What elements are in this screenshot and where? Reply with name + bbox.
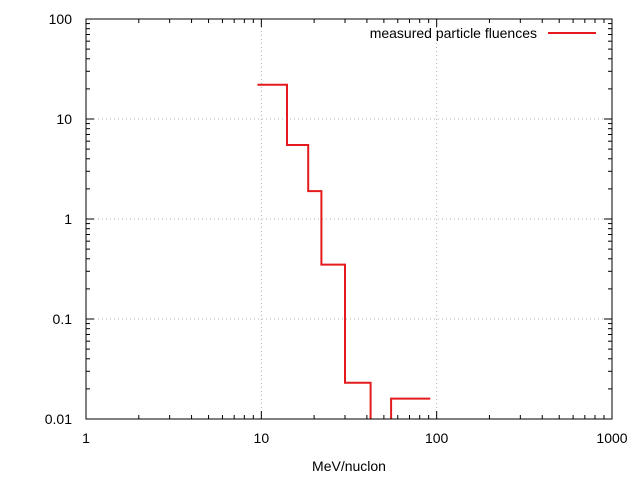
tick-labels: 1 10 100 1000 0.01 0.1 1 10 100 [45,11,628,446]
x-tick-label: 10 [254,430,270,446]
plot-frame [85,18,613,420]
y-tick-label: 10 [56,111,72,127]
y-tick-label: 100 [49,11,73,27]
x-tick-label: 1 [82,430,90,446]
series-step-line [390,397,431,419]
y-tick-label: 0.1 [53,311,73,327]
x-axis-label: MeV/nuclon [312,458,386,474]
y-tick-label: 1 [64,211,72,227]
series-layer [257,83,431,419]
legend-label: measured particle fluences [370,25,537,41]
series-step-line [257,83,372,419]
axis-ticks [85,18,613,420]
grid-lines [86,19,612,419]
y-tick-label: 0.01 [45,411,72,427]
x-tick-label: 1000 [596,430,627,446]
x-tick-label: 100 [425,430,449,446]
legend: measured particle fluences [370,25,596,41]
